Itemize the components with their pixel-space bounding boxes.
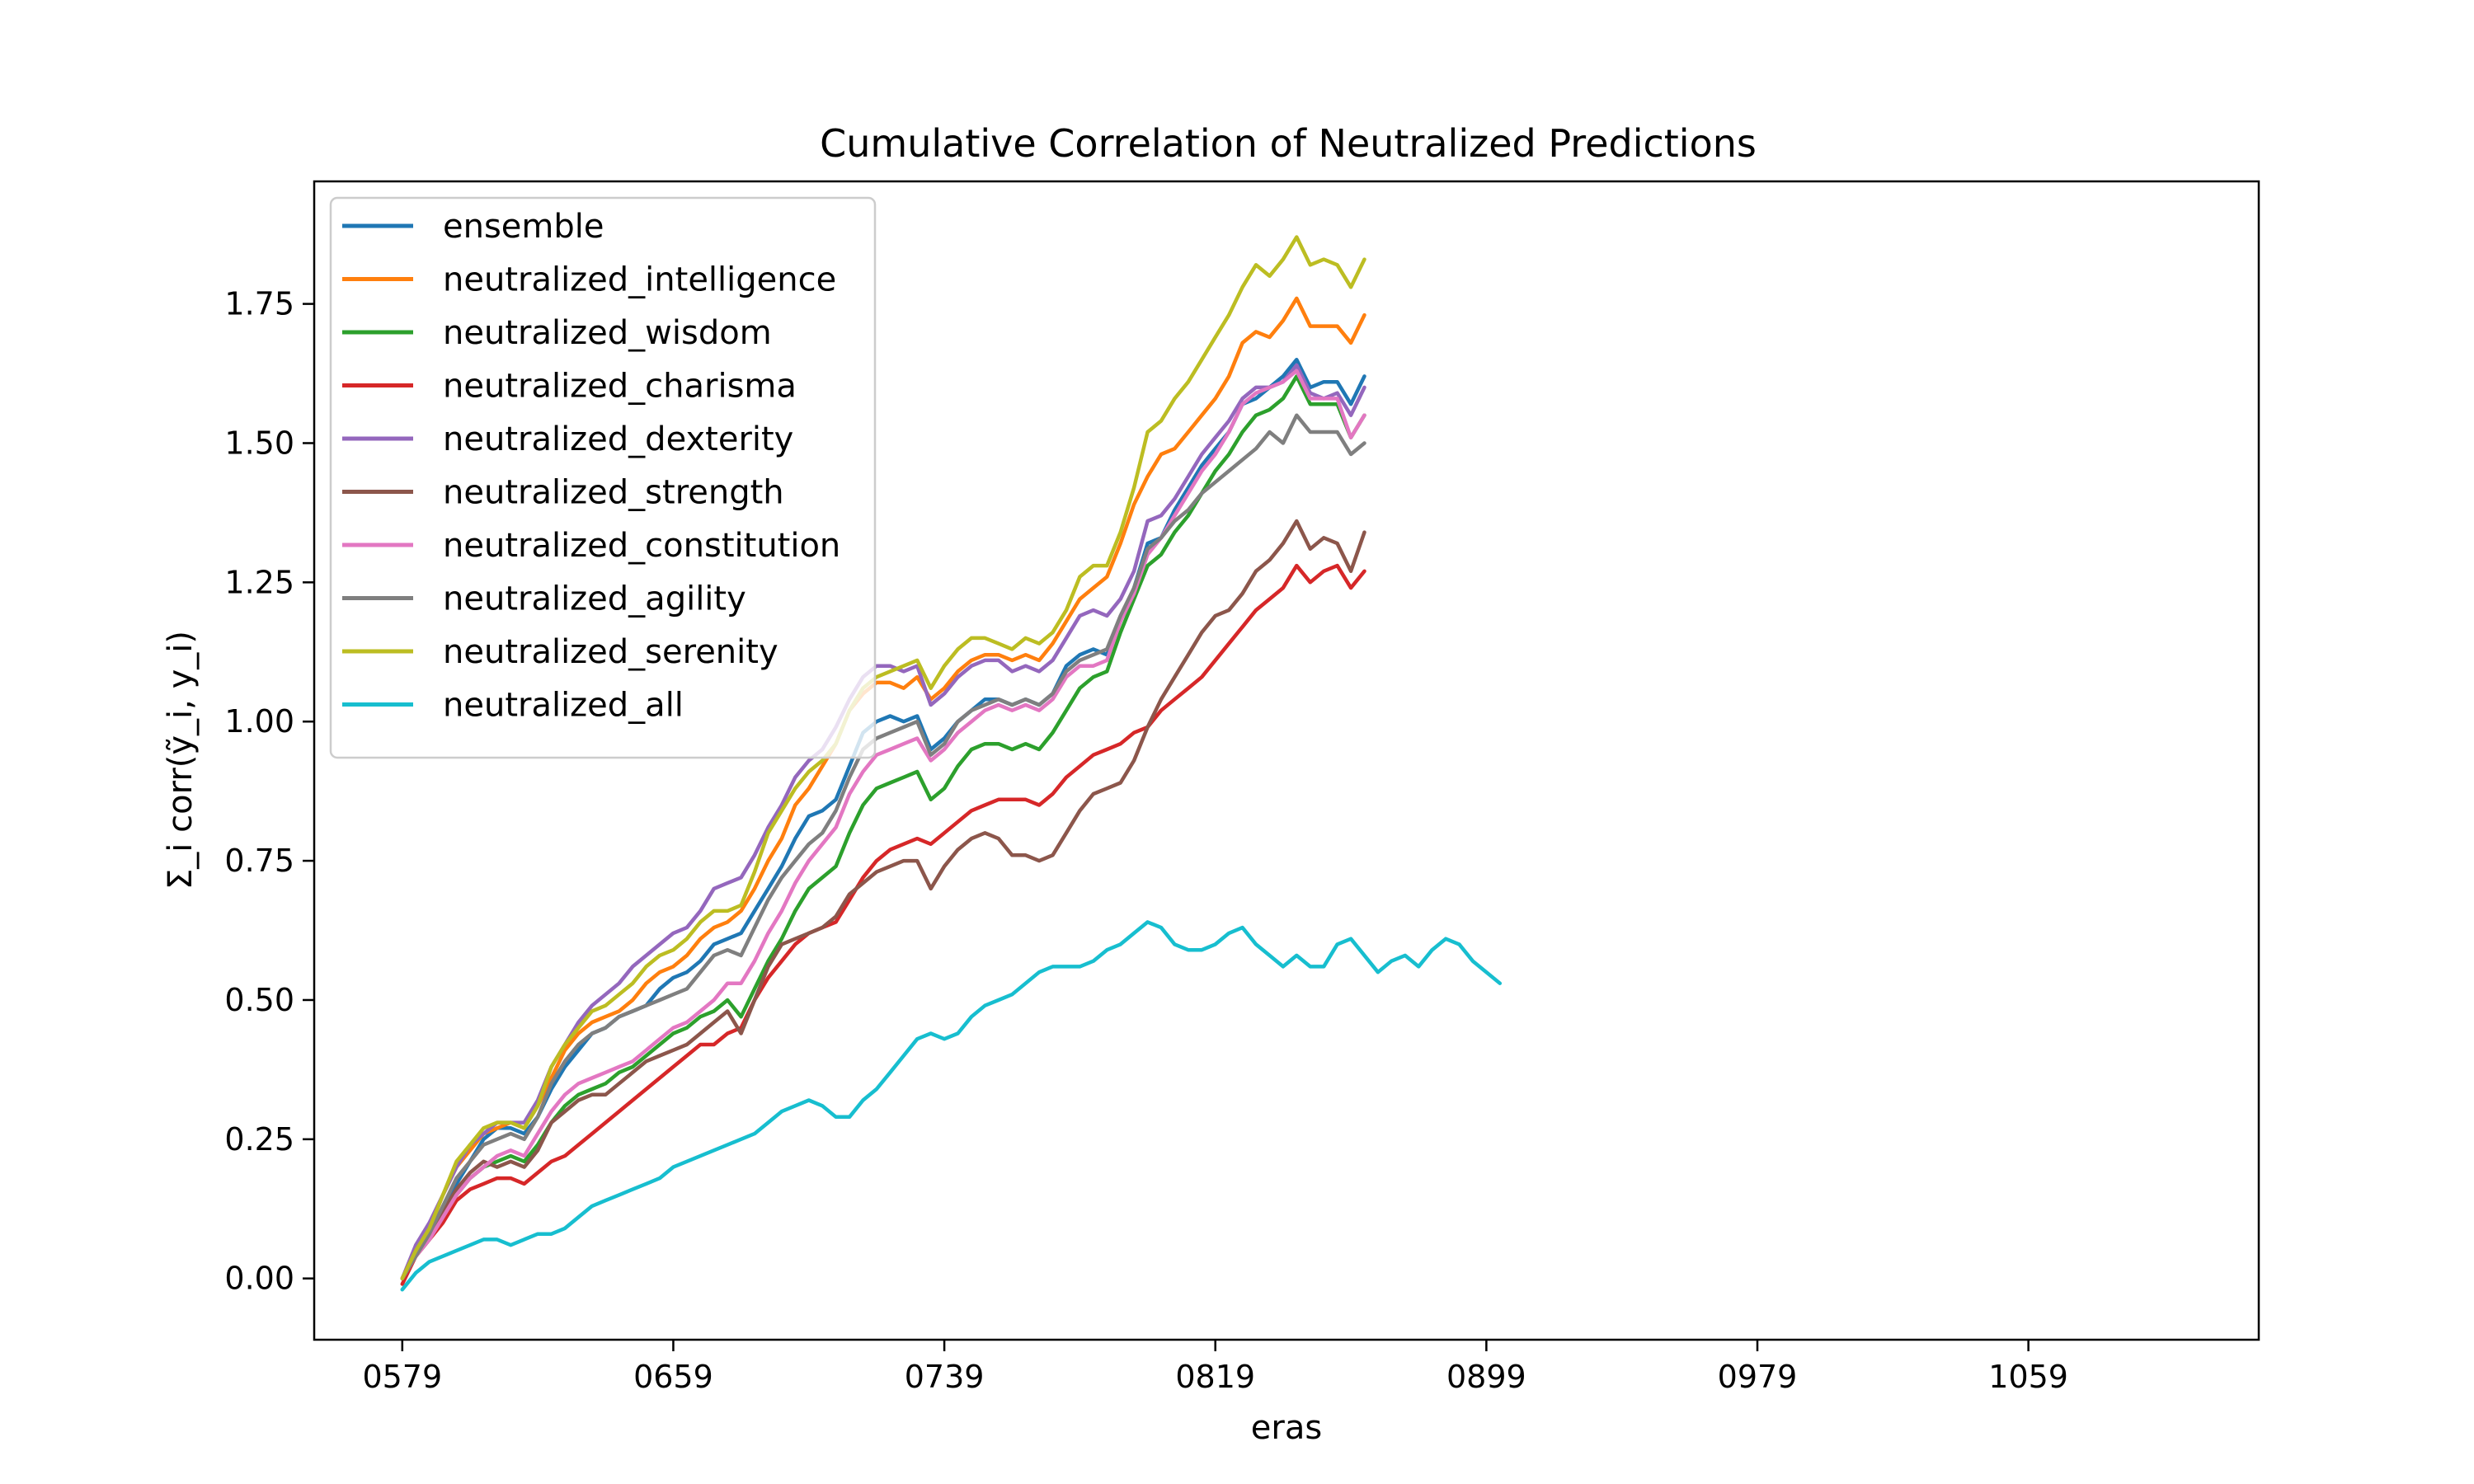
y-tick-label: 0.25 [224,1121,294,1158]
x-tick-label: 1059 [1988,1359,2068,1395]
y-axis: 0.00 0.25 0.50 0.75 1.00 1.25 1.50 1.75 [224,286,314,1297]
x-tick-label: 0739 [905,1359,985,1395]
legend-label: neutralized_serenity [443,633,778,671]
series-line-ensemble [400,357,1366,1280]
legend-label: neutralized_wisdom [443,314,772,352]
legend-label: neutralized_agility [443,580,746,618]
x-tick-label: 0819 [1175,1359,1255,1395]
x-tick-label: 0659 [633,1359,713,1395]
plot-area [400,235,1503,1292]
x-tick-label: 0979 [1718,1359,1798,1395]
series-line-neutralized-serenity [400,235,1366,1280]
series-line-neutralized-strength [400,519,1366,1280]
y-tick-label: 1.25 [224,564,294,600]
legend-label: neutralized_charisma [443,368,797,406]
x-tick-label: 0579 [362,1359,442,1395]
x-axis-label: eras [1251,1409,1322,1447]
legend-box [329,196,877,759]
y-tick-label: 0.50 [224,982,294,1018]
series-line-neutralized-intelligence [400,296,1366,1280]
y-tick-label: 0.75 [224,843,294,879]
plot-frame [313,180,2260,1341]
legend-label: neutralized_strength [443,474,784,512]
y-tick-label: 1.75 [224,286,294,322]
chart-title: Cumulative Correlation of Neutralized Pr… [820,121,1757,166]
y-tick-label: 1.00 [224,703,294,740]
y-tick-label: 1.50 [224,425,294,461]
legend: ensemble neutralized_intelligence neutrali… [329,196,877,759]
series-line-neutralized-charisma [400,563,1366,1286]
x-axis: 0579 0659 0739 0819 0899 0979 1059 [362,1340,2068,1395]
legend-label: neutralized_intelligence [443,261,836,299]
series-line-neutralized-all [400,920,1503,1292]
y-tick-label: 0.00 [224,1261,294,1297]
legend-label: neutralized_dexterity [443,420,793,458]
x-tick-label: 0899 [1446,1359,1526,1395]
legend-label: neutralized_constitution [443,527,840,565]
series-line-neutralized-constitution [400,369,1366,1280]
series-line-neutralized-agility [400,413,1366,1280]
legend-label: ensemble [443,208,604,246]
legend-label: neutralized_all [443,687,684,725]
y-axis-label: Σ_i corr(ỹ_i, y_i) [162,631,200,890]
